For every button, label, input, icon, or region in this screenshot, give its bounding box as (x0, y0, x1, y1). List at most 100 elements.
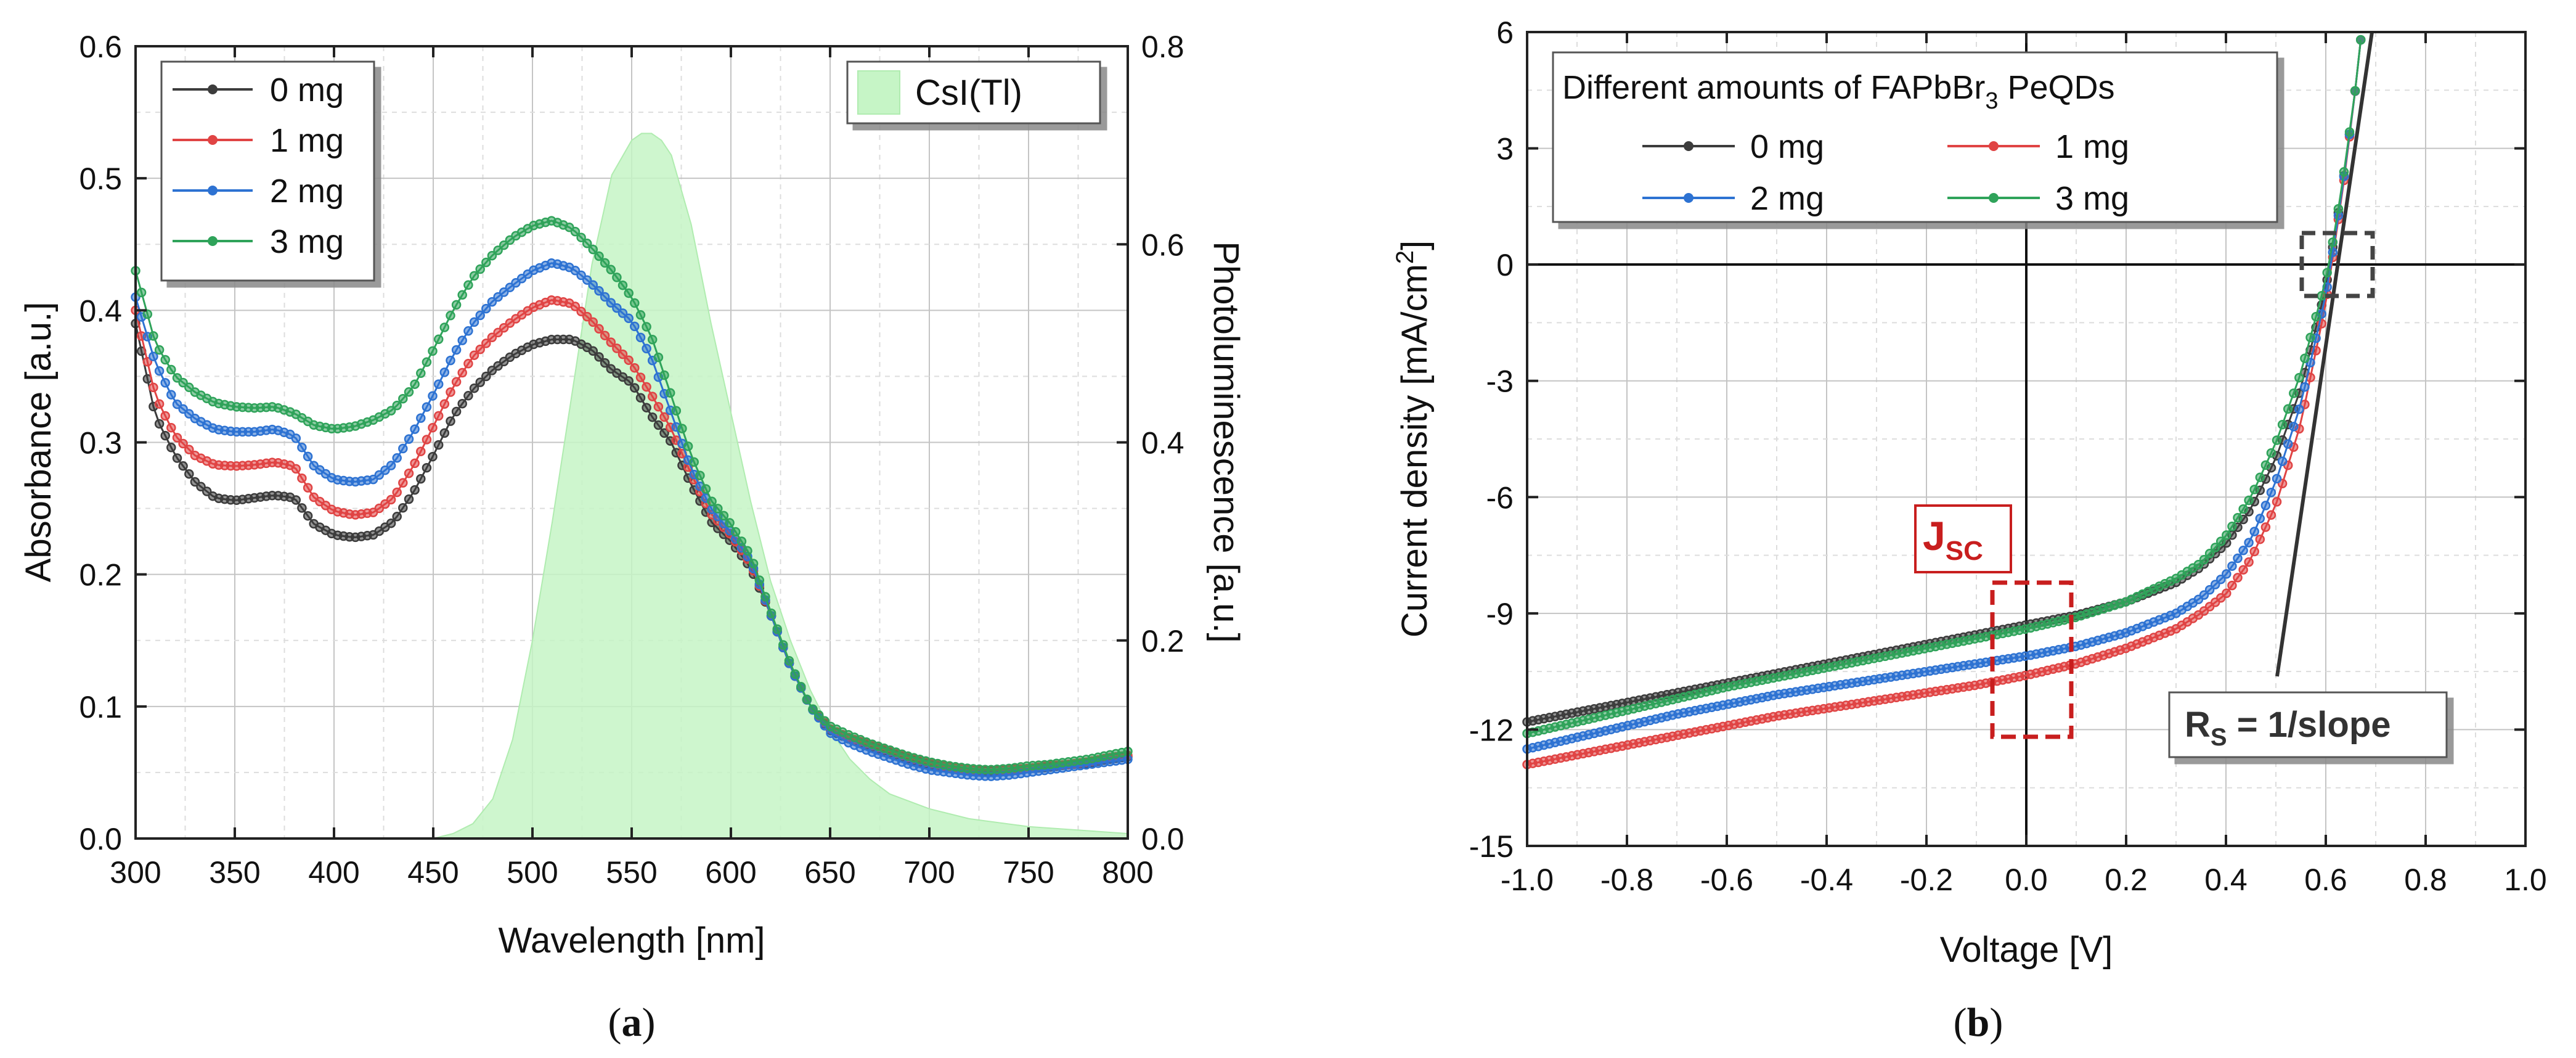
data-point (487, 332, 497, 343)
data-point (600, 292, 610, 302)
data-point (2311, 311, 2321, 322)
data-point (2260, 460, 2271, 470)
y2-tick-label: 0.0 (1141, 822, 1184, 856)
data-point (303, 511, 313, 521)
data-point (291, 495, 301, 505)
y-axis-label: Absorbance [a.u.] (18, 302, 59, 583)
data-point (166, 422, 176, 433)
x-axis-ticks: 300 350 400 450 500 550 600 650 700 750 800 (110, 46, 1154, 890)
panel-b: -1.0 -0.8 -0.6 -0.4 -0.2 0.0 0.2 0.4 0.6 0.8 1.0 -… (1392, 15, 2547, 1045)
data-point (612, 343, 622, 353)
y-tick-label: 0.2 (79, 558, 122, 593)
data-point (600, 358, 610, 368)
data-point (642, 382, 651, 392)
data-point (570, 301, 581, 311)
data-point (612, 273, 622, 282)
data-point (386, 494, 396, 505)
data-point (2272, 474, 2282, 484)
data-point (630, 321, 640, 332)
legend-marker (208, 135, 218, 145)
data-point (392, 487, 402, 498)
data-point (2322, 268, 2332, 277)
data-point (790, 669, 800, 679)
data-point (184, 382, 194, 393)
data-point (380, 465, 390, 475)
data-point (475, 264, 485, 274)
legend-marker (1684, 193, 1694, 203)
data-point (570, 266, 581, 276)
data-point (635, 372, 646, 382)
data-point (428, 451, 438, 462)
data-point (760, 592, 770, 602)
data-point (2222, 530, 2232, 540)
data-point (2255, 514, 2265, 523)
data-point (2305, 332, 2315, 343)
data-point (736, 536, 747, 546)
data-point (416, 446, 426, 456)
y-tick-label: 0 (1496, 248, 1514, 282)
data-point (160, 430, 170, 441)
data-point (2255, 472, 2265, 482)
data-point (428, 391, 438, 401)
x-tick-label: -0.4 (1800, 863, 1853, 897)
legend-items: 0 mg 1 mg 2 mg 3 mg (1642, 128, 2129, 217)
data-point (433, 334, 444, 345)
data-point (457, 398, 467, 409)
x-tick-label: -1.0 (1501, 863, 1554, 897)
data-point (642, 322, 651, 332)
data-point (433, 379, 444, 389)
data-point (2204, 584, 2215, 595)
data-point (457, 290, 467, 300)
data-point (404, 434, 414, 444)
data-point (2339, 167, 2349, 177)
data-point (463, 280, 473, 290)
jv-series (1522, 35, 2366, 769)
data-point (446, 416, 455, 426)
data-point (2249, 485, 2259, 494)
legend-marker (208, 84, 218, 94)
x-axis-ticks: -1.0 -0.8 -0.6 -0.4 -0.2 0.0 0.2 0.4 0.6 0.8 1.0 (1501, 32, 2547, 897)
data-point (463, 391, 473, 401)
data-point (386, 406, 396, 416)
data-point (2333, 203, 2344, 214)
data-point (303, 451, 313, 462)
data-point (618, 280, 628, 290)
data-point (166, 390, 176, 400)
data-point (2244, 557, 2254, 567)
data-point (2289, 388, 2299, 398)
data-point (635, 393, 646, 403)
data-point (481, 338, 491, 348)
data-point (499, 240, 509, 250)
panel-a-caption: (a) (608, 1000, 656, 1045)
data-point (630, 363, 640, 373)
data-point (2238, 504, 2248, 514)
data-point (588, 346, 598, 356)
data-point (154, 419, 165, 429)
legend: Different amounts of FAPbBr3 PeQDs 0 mg 1… (1552, 51, 2278, 223)
data-point (748, 559, 759, 568)
y-tick-label: -15 (1469, 829, 1514, 864)
data-point (624, 288, 634, 298)
data-point (196, 482, 206, 492)
data-point (469, 350, 479, 360)
data-point (2283, 439, 2293, 449)
legend-label: 0 mg (1750, 128, 1824, 165)
data-point (813, 710, 824, 720)
x-tick-label: 0.0 (2005, 863, 2048, 897)
data-point (725, 518, 735, 528)
data-point (297, 473, 307, 483)
y-tick-label: 0.0 (79, 822, 122, 856)
x-tick-label: 500 (507, 855, 558, 890)
data-point (422, 357, 432, 367)
data-point (422, 435, 432, 445)
data-point (386, 518, 396, 528)
data-point (808, 704, 818, 714)
data-point (582, 275, 592, 285)
data-point (428, 422, 438, 433)
csi-legend-swatch (857, 70, 900, 115)
data-point (2238, 546, 2248, 556)
jsc-marker-box (1990, 580, 2074, 739)
data-point (2277, 419, 2288, 430)
data-point (398, 443, 408, 454)
data-point (297, 503, 307, 513)
